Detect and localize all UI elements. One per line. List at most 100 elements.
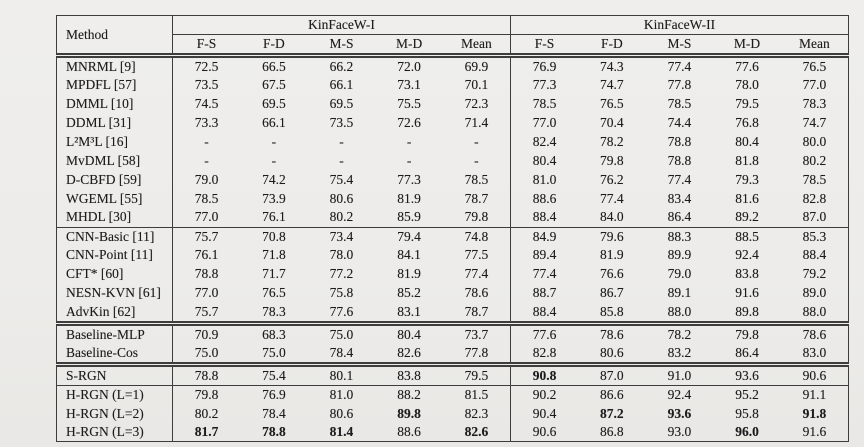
value-cell: 78.5 [509, 94, 579, 114]
value-cell: 78.8 [172, 264, 241, 284]
value-cell: 95.2 [713, 384, 781, 405]
method-cell: DDML [31] [56, 113, 173, 133]
value-cell: 76.1 [262, 209, 286, 225]
value-cell: 85.8 [600, 303, 624, 319]
value-cell: 75.8 [329, 285, 354, 301]
value-cell: 76.8 [735, 115, 759, 131]
value-cell: 77.6 [713, 53, 781, 76]
value-cell: 77.2 [329, 266, 354, 282]
value-cell: 75.4 [329, 171, 354, 187]
value-cell: 66.2 [307, 53, 376, 76]
subheader-row: F-S F-D M-S M-D Mean F-S F-D M-S M-D Mean [57, 34, 849, 56]
table-row: Baseline-MLP 70.9 68.3 75.0 80.4 73.7 77.6 78.6… [56, 320, 849, 344]
value-cell: 85.9 [397, 209, 421, 225]
col-header-kf2-f-s: F-S [509, 34, 579, 56]
value-cell: 78.2 [600, 134, 624, 150]
value-cell: 83.4 [667, 190, 692, 206]
value-cell: 73.3 [172, 113, 241, 133]
value-cell: 78.4 [329, 344, 354, 360]
value-cell: 88.6 [397, 424, 421, 440]
value-cell: 66.1 [329, 77, 354, 93]
value-cell: 80.4 [375, 320, 443, 344]
value-cell: 88.5 [713, 226, 781, 247]
value-cell: 91.8 [802, 405, 827, 421]
value-cell: 81.8 [735, 153, 759, 168]
value-cell: 78.3 [802, 96, 827, 112]
value-cell: 78.8 [262, 424, 286, 440]
value-cell: 81.5 [442, 384, 511, 405]
value-cell: 70.4 [600, 115, 624, 131]
value-cell: 79.4 [375, 226, 443, 247]
table-row: WGEML [55] 78.5 73.9 80.6 81.9 78.7 88.6 77.4 83… [56, 189, 849, 209]
value-cell: 89.0 [802, 285, 827, 301]
value-cell: 78.5 [172, 189, 241, 209]
value-cell: 91.1 [780, 384, 849, 405]
value-cell: 87.0 [802, 209, 827, 225]
table-row: S-RGN 78.8 75.4 80.1 83.8 79.5 90.8 87.0 91.0 93.… [56, 361, 849, 386]
col-header-kf1-mean: Mean [461, 36, 492, 51]
value-cell: 73.1 [397, 77, 421, 93]
col-header-kf2-mean: Mean [799, 36, 830, 51]
value-cell: 79.2 [802, 266, 827, 282]
value-cell: 77.0 [509, 113, 579, 133]
value-cell: 81.9 [397, 190, 421, 206]
table-row: AdvKin [62] 75.7 78.3 77.6 83.1 78.7 88.4 85.8 8… [56, 302, 849, 324]
value-cell: - [474, 134, 479, 150]
table-row: DDML [31] 73.3 66.1 73.5 72.6 71.4 77.0 70.4 74.… [56, 113, 849, 133]
value-cell: 78.0 [735, 77, 759, 93]
table-row: MPDFL [57] 73.5 67.5 66.1 73.1 70.1 77.3 74.7 77… [56, 76, 849, 95]
col-header-kf2-f-d: F-D [600, 36, 623, 51]
value-cell: 88.0 [802, 303, 827, 319]
value-cell: 78.7 [464, 303, 489, 319]
table-row: H-RGN (L=3) 81.7 78.8 81.4 88.6 82.6 90.6 86.8 9… [56, 422, 849, 442]
value-cell: 80.6 [329, 190, 354, 206]
value-cell: 82.6 [397, 344, 421, 360]
value-cell: 82.6 [464, 424, 489, 440]
table-row: NESN-KVN [61] 77.0 76.5 75.8 85.2 78.6 88.7 86.… [56, 283, 849, 303]
value-cell: 77.4 [645, 53, 714, 76]
value-cell: 83.0 [802, 344, 827, 360]
value-cell: 89.4 [509, 246, 579, 265]
value-cell: 74.8 [442, 226, 511, 247]
value-cell: 78.5 [667, 96, 692, 112]
value-cell: 72.6 [397, 115, 421, 131]
method-column-header: Method [56, 15, 173, 56]
value-cell: 69.9 [442, 53, 511, 76]
value-cell: 76.5 [780, 53, 849, 76]
value-cell: 81.9 [397, 266, 421, 282]
value-cell: 74.5 [172, 94, 241, 114]
method-cell: DMML [10] [56, 94, 173, 114]
value-cell: 90.6 [509, 422, 579, 442]
value-cell: 93.6 [713, 361, 781, 386]
group-header-kinfacew2: KinFaceW-II [509, 15, 849, 35]
value-cell: 78.3 [262, 303, 286, 319]
value-cell: 83.2 [667, 344, 692, 360]
value-cell: 89.8 [397, 405, 421, 421]
value-cell: 93.0 [667, 424, 692, 440]
value-cell: 79.5 [735, 96, 759, 112]
method-cell: MHDL [30] [56, 208, 173, 228]
value-cell: 78.8 [667, 134, 692, 150]
value-cell: 77.0 [172, 283, 241, 303]
value-cell: 84.0 [600, 209, 624, 225]
value-cell: 88.0 [667, 303, 692, 319]
value-cell: 82.4 [509, 132, 579, 152]
table-row: MHDL [30] 77.0 76.1 80.2 85.9 79.8 88.4 84.0 86.… [56, 208, 849, 228]
table-row: CNN-Basic [11] 75.7 70.8 73.4 79.4 74.8 84.9 79… [56, 226, 849, 247]
value-cell: 96.0 [735, 424, 759, 440]
value-cell: 87.0 [578, 361, 646, 386]
method-cell: MPDFL [57] [56, 76, 173, 95]
method-cell: NESN-KVN [61] [56, 283, 173, 303]
value-cell: 88.6 [509, 189, 579, 209]
value-cell: 77.4 [667, 171, 692, 187]
value-cell: 73.5 [172, 76, 241, 95]
value-cell: 66.5 [240, 53, 308, 76]
value-cell: - [172, 132, 241, 152]
table-row: DMML [10] 74.5 69.5 69.5 75.5 72.3 78.5 76.5 78.… [56, 94, 849, 114]
value-cell: 73.9 [262, 190, 286, 206]
value-cell: 93.6 [667, 405, 692, 421]
value-cell: 79.8 [464, 209, 489, 225]
value-cell: 88.4 [509, 302, 579, 324]
value-cell: 78.5 [802, 171, 827, 187]
method-cell: WGEML [55] [56, 189, 173, 209]
